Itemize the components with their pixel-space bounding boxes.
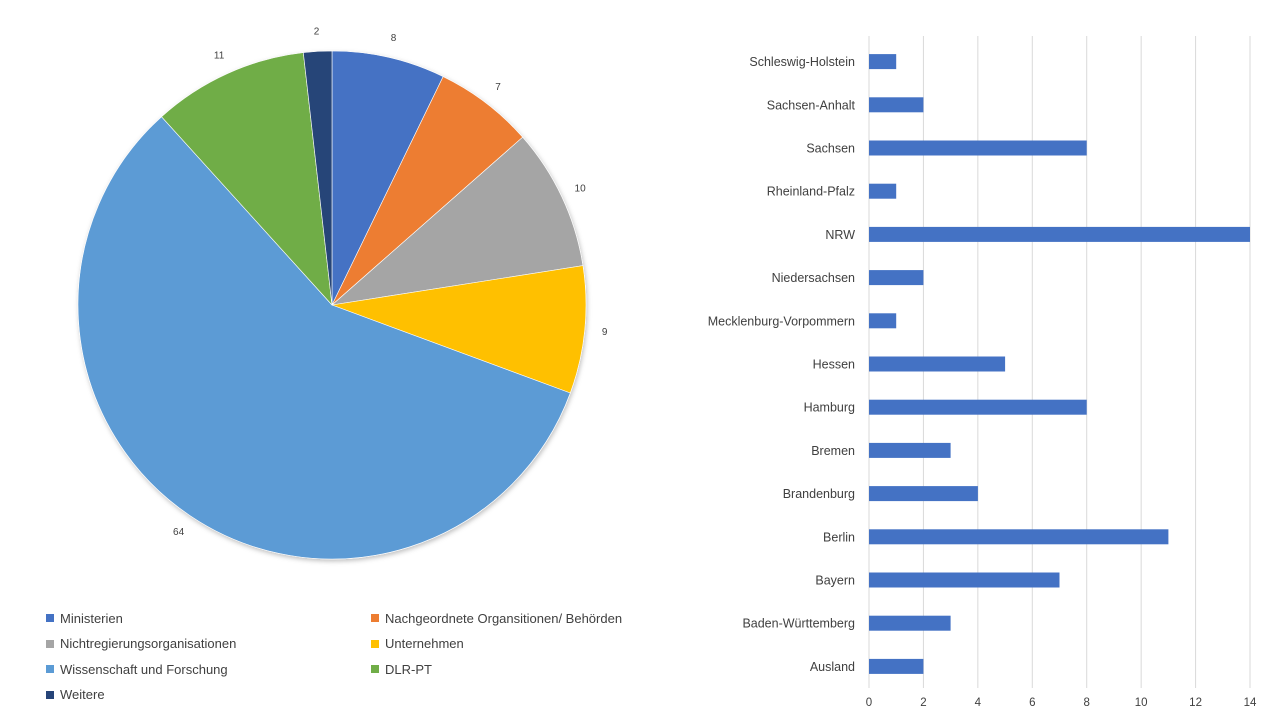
bar-nrw bbox=[869, 226, 1250, 242]
pie-slice-unternehmen bbox=[330, 265, 587, 394]
category-label-mecklenburg-vorpommern: Mecklenburg-Vorpommern bbox=[708, 314, 855, 328]
legend-label: DLR-PT bbox=[385, 661, 432, 677]
bar-ausland bbox=[869, 658, 924, 674]
x-tick-label: 14 bbox=[1244, 697, 1257, 709]
x-tick-label: 12 bbox=[1189, 697, 1202, 709]
pie-data-label-ministerien: 8 bbox=[391, 33, 397, 44]
category-label-bayern: Bayern bbox=[815, 574, 855, 588]
pie-data-label-dlr-pt: 11 bbox=[214, 50, 225, 61]
legend-swatch bbox=[371, 614, 379, 622]
category-label-schleswig-holstein: Schleswig-Holstein bbox=[749, 55, 855, 69]
pie-data-label-wissenschaft-und-forschung: 64 bbox=[173, 527, 185, 538]
pie-data-label-nichtregierungsorganisationen: 10 bbox=[575, 184, 587, 195]
legend-item-nachgeordnete-organsitionen-behoerden: Nachgeordnete Organsitionen/ Behörden bbox=[371, 608, 622, 628]
legend-swatch bbox=[46, 690, 54, 699]
x-tick-label: 2 bbox=[920, 697, 926, 709]
bar-mecklenburg-vorpommern bbox=[869, 313, 897, 329]
category-label-berlin: Berlin bbox=[823, 530, 855, 544]
legend-item-weitere: Weitere bbox=[46, 685, 105, 705]
pie-slice-weitere bbox=[302, 50, 333, 306]
category-label-brandenburg: Brandenburg bbox=[783, 487, 855, 501]
legend-item-wissenschaft-und-forschung: Wissenschaft und Forschung bbox=[46, 659, 228, 679]
pie-slice-ministerien bbox=[331, 50, 444, 306]
category-label-sachsen-anhalt: Sachsen-Anhalt bbox=[767, 98, 856, 112]
category-label-nrw: NRW bbox=[825, 228, 855, 242]
bar-baden-wuerttemberg bbox=[869, 615, 951, 631]
pie-data-label-unternehmen: 9 bbox=[602, 327, 608, 338]
pie-legend: Ministerien Nachgeordnete Organsitionen/ … bbox=[46, 608, 686, 714]
x-tick-label: 4 bbox=[975, 697, 982, 709]
bar-hessen bbox=[869, 356, 1006, 372]
legend-item-dlr-pt: DLR-PT bbox=[371, 659, 432, 679]
bar-sachsen-anhalt bbox=[869, 97, 924, 113]
bar-rheinland-pfalz bbox=[869, 183, 897, 199]
category-label-baden-wuerttemberg: Baden-Württemberg bbox=[742, 617, 855, 631]
bar-bremen bbox=[869, 442, 951, 458]
pie-slice-wissenschaft-und-forschung bbox=[77, 116, 571, 560]
bar-berlin bbox=[869, 529, 1169, 545]
pie-data-label-nachgeordnete-organsitionen-behoerden: 7 bbox=[495, 82, 501, 93]
legend-label: Weitere bbox=[60, 687, 105, 702]
bar-niedersachsen bbox=[869, 270, 924, 286]
category-label-rheinland-pfalz: Rheinland-Pfalz bbox=[767, 185, 855, 199]
category-label-bremen: Bremen bbox=[811, 444, 855, 458]
legend-label: Ministerien bbox=[60, 610, 123, 626]
bar-chart: Schleswig-Holstein Sachsen-Anhalt Sachsen R… bbox=[708, 36, 1257, 709]
category-label-hessen: Hessen bbox=[813, 358, 855, 372]
legend-swatch bbox=[46, 665, 54, 673]
legend-swatch bbox=[371, 639, 379, 648]
category-label-ausland: Ausland bbox=[810, 660, 855, 674]
legend-item-unternehmen: Unternehmen bbox=[371, 634, 464, 654]
bar-hamburg bbox=[869, 399, 1087, 415]
legend-swatch bbox=[46, 614, 54, 622]
legend-swatch bbox=[46, 639, 54, 648]
pie-chart: 8 7 10 9 64 11 2 bbox=[77, 26, 608, 560]
category-label-sachsen: Sachsen bbox=[806, 142, 855, 156]
legend-item-nichtregierungsorganisationen: Nichtregierungsorganisationen bbox=[46, 634, 236, 654]
bar-schleswig-holstein bbox=[869, 54, 897, 70]
legend-label: Nichtregierungsorganisationen bbox=[60, 636, 237, 651]
x-tick-label: 8 bbox=[1084, 697, 1090, 709]
legend-label: Nachgeordnete Organsitionen/ Behörden bbox=[385, 610, 623, 626]
pie-slice-nichtregierungsorganisationen bbox=[331, 136, 584, 306]
pie-slice-dlr-pt bbox=[161, 52, 333, 306]
bar-bayern bbox=[869, 572, 1060, 588]
category-label-niedersachsen: Niedersachsen bbox=[772, 271, 855, 285]
bar-brandenburg bbox=[869, 486, 978, 502]
legend-item-ministerien: Ministerien bbox=[46, 608, 123, 628]
category-label-hamburg: Hamburg bbox=[804, 401, 855, 415]
legend-label: Wissenschaft und Forschung bbox=[60, 661, 228, 677]
pie-data-label-weitere: 2 bbox=[314, 26, 320, 37]
legend-label: Unternehmen bbox=[385, 636, 464, 651]
legend-swatch bbox=[371, 665, 379, 673]
x-tick-label: 10 bbox=[1135, 697, 1148, 709]
x-tick-label: 0 bbox=[866, 697, 872, 709]
x-tick-label: 6 bbox=[1029, 697, 1035, 709]
bar-sachsen bbox=[869, 140, 1087, 156]
